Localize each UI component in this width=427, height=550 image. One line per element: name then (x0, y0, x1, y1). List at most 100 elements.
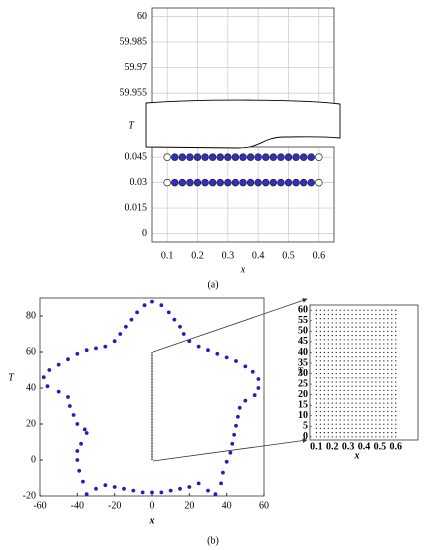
data-point (335, 419, 337, 421)
data-point (327, 368, 329, 370)
data-point (355, 309, 357, 311)
data-point (387, 436, 389, 438)
data-point (319, 398, 321, 400)
data-point (367, 427, 369, 429)
data-point (319, 356, 321, 358)
data-point (395, 364, 397, 366)
data-point (196, 481, 201, 486)
data-point (343, 313, 345, 316)
data-point (319, 410, 321, 413)
data-point (363, 351, 365, 354)
data-point (327, 309, 329, 311)
data-point (196, 344, 201, 349)
data-point (355, 385, 357, 387)
data-point (319, 364, 321, 366)
data-point (371, 347, 373, 349)
data-point (383, 356, 385, 358)
data-point (331, 419, 333, 421)
data-point (351, 410, 353, 413)
y-tick-label: 5 (303, 421, 308, 432)
data-point (391, 372, 393, 375)
data-point (371, 427, 373, 429)
data-point (387, 368, 389, 370)
data-point (331, 326, 333, 328)
data-point (383, 343, 385, 345)
data-point (206, 348, 210, 353)
data-point (67, 404, 72, 408)
data-point (327, 381, 329, 383)
data-point (347, 436, 349, 438)
data-point (391, 394, 393, 396)
data-point (327, 385, 329, 387)
data-point (315, 334, 317, 337)
data-point (395, 402, 397, 404)
x-tick-label: 0.1 (310, 441, 323, 452)
data-point (331, 406, 333, 408)
data-point (323, 419, 325, 421)
data-point (178, 153, 187, 161)
data-point (319, 423, 321, 425)
data-point (339, 347, 341, 349)
data-point (363, 313, 365, 316)
data-point (256, 386, 261, 390)
data-point (371, 406, 373, 408)
data-point (112, 339, 117, 344)
data-point (391, 406, 393, 408)
data-point (367, 334, 369, 337)
data-point (339, 432, 341, 434)
data-point (319, 385, 321, 387)
data-point (347, 377, 349, 379)
data-point (387, 398, 389, 400)
data-point (56, 389, 61, 394)
data-point (347, 351, 349, 354)
data-point (359, 343, 361, 345)
data-point (355, 318, 357, 320)
data-point (343, 436, 345, 438)
data-point (355, 402, 357, 404)
data-point (387, 334, 389, 337)
data-point (254, 153, 262, 161)
data-point (243, 398, 248, 403)
data-point (201, 178, 209, 187)
data-point (331, 432, 333, 434)
data-point (284, 178, 293, 187)
data-point (315, 178, 323, 187)
data-point (371, 398, 373, 400)
data-point (359, 381, 361, 383)
data-point (331, 427, 333, 429)
data-point (359, 368, 361, 370)
data-point (391, 402, 393, 404)
data-point (395, 410, 397, 413)
data-point (391, 330, 393, 332)
data-point (331, 385, 333, 387)
data-point (277, 178, 285, 187)
data-point (331, 334, 333, 337)
data-point (387, 389, 389, 392)
data-point (379, 427, 381, 429)
data-point (343, 372, 345, 375)
y-tick-label: 45 (298, 336, 308, 347)
data-point (339, 356, 341, 358)
data-point (351, 436, 353, 438)
data-point (319, 372, 321, 375)
data-point (193, 178, 202, 187)
data-point (363, 410, 365, 413)
data-point (387, 364, 389, 366)
data-point (187, 485, 192, 489)
data-point (379, 389, 381, 392)
data-point (395, 419, 397, 421)
data-point (363, 334, 365, 337)
data-point (379, 313, 381, 316)
data-point (375, 356, 377, 358)
data-point (379, 334, 381, 337)
data-point (335, 410, 337, 413)
data-point (347, 347, 349, 349)
data-point (315, 385, 317, 387)
data-point (363, 347, 365, 349)
data-point (355, 360, 357, 362)
data-point (355, 410, 357, 413)
data-point (79, 441, 83, 446)
data-point (363, 398, 365, 400)
zoom-arrow (152, 438, 308, 462)
data-point (339, 394, 341, 396)
